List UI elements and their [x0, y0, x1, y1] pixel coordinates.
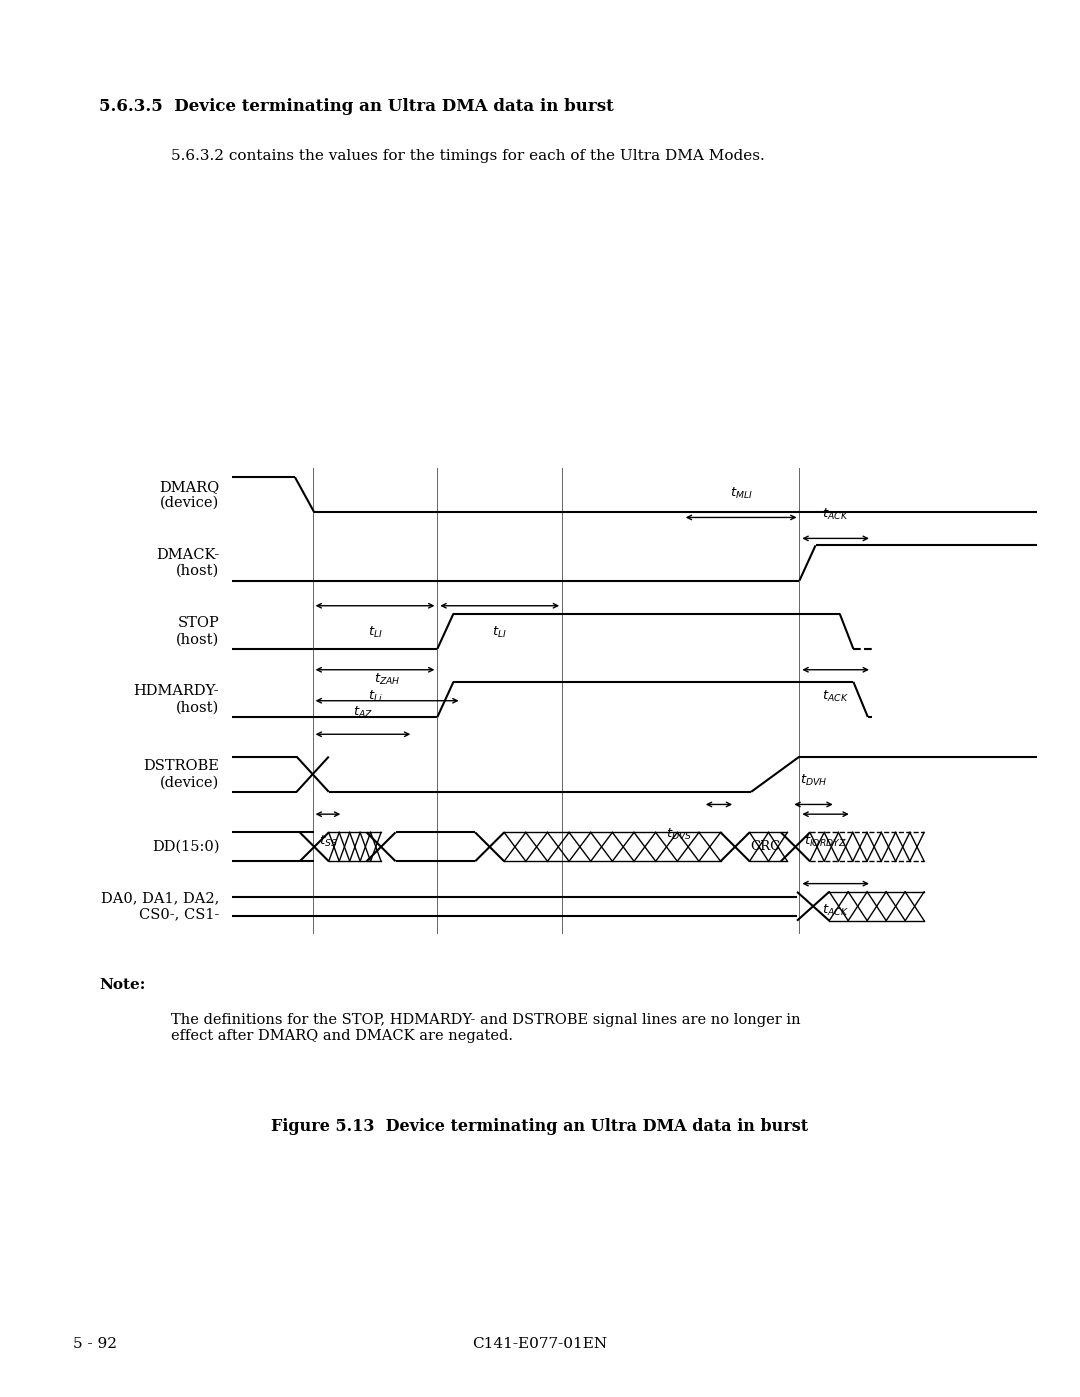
Text: HDMARDY-
(host): HDMARDY- (host) [134, 685, 219, 714]
Text: $t_{ACK}$: $t_{ACK}$ [822, 904, 849, 918]
Text: $t_{SS}$: $t_{SS}$ [319, 834, 337, 849]
Text: DMARQ
(device): DMARQ (device) [159, 479, 219, 510]
Text: DD(15:0): DD(15:0) [151, 840, 219, 854]
Text: $t_{MLI}$: $t_{MLI}$ [730, 486, 753, 500]
Text: $t_{AZ}$: $t_{AZ}$ [353, 705, 373, 721]
Text: $t_{ACK}$: $t_{ACK}$ [822, 507, 849, 521]
Text: DMACK-
(host): DMACK- (host) [156, 548, 219, 578]
Text: C141-E077-01EN: C141-E077-01EN [472, 1337, 608, 1351]
Text: $t_{DVS}$: $t_{DVS}$ [665, 827, 692, 842]
Text: $t_{LI}$: $t_{LI}$ [492, 626, 508, 640]
Text: 5.6.3.5  Device terminating an Ultra DMA data in burst: 5.6.3.5 Device terminating an Ultra DMA … [99, 98, 615, 115]
Text: $t_{Li}$: $t_{Li}$ [367, 689, 382, 704]
Text: 5 - 92: 5 - 92 [73, 1337, 118, 1351]
Text: STOP
(host): STOP (host) [176, 616, 219, 647]
Text: Figure 5.13  Device terminating an Ultra DMA data in burst: Figure 5.13 Device terminating an Ultra … [271, 1118, 809, 1134]
Text: $t_{LI}$: $t_{LI}$ [367, 626, 382, 640]
Text: $t_{ACK}$: $t_{ACK}$ [822, 689, 849, 704]
Text: The definitions for the STOP, HDMARDY- and DSTROBE signal lines are no longer in: The definitions for the STOP, HDMARDY- a… [171, 1013, 800, 1044]
Text: $t_{IORDYZ}$: $t_{IORDYZ}$ [805, 834, 847, 849]
Text: DSTROBE
(device): DSTROBE (device) [144, 759, 219, 789]
Text: DA0, DA1, DA2,
CS0-, CS1-: DA0, DA1, DA2, CS0-, CS1- [100, 891, 219, 922]
Text: $t_{ZAH}$: $t_{ZAH}$ [374, 672, 401, 687]
Text: Note:: Note: [99, 978, 146, 992]
Text: $t_{DVH}$: $t_{DVH}$ [800, 773, 827, 788]
Text: CRC: CRC [751, 841, 781, 854]
Text: 5.6.3.2 contains the values for the timings for each of the Ultra DMA Modes.: 5.6.3.2 contains the values for the timi… [171, 149, 765, 163]
